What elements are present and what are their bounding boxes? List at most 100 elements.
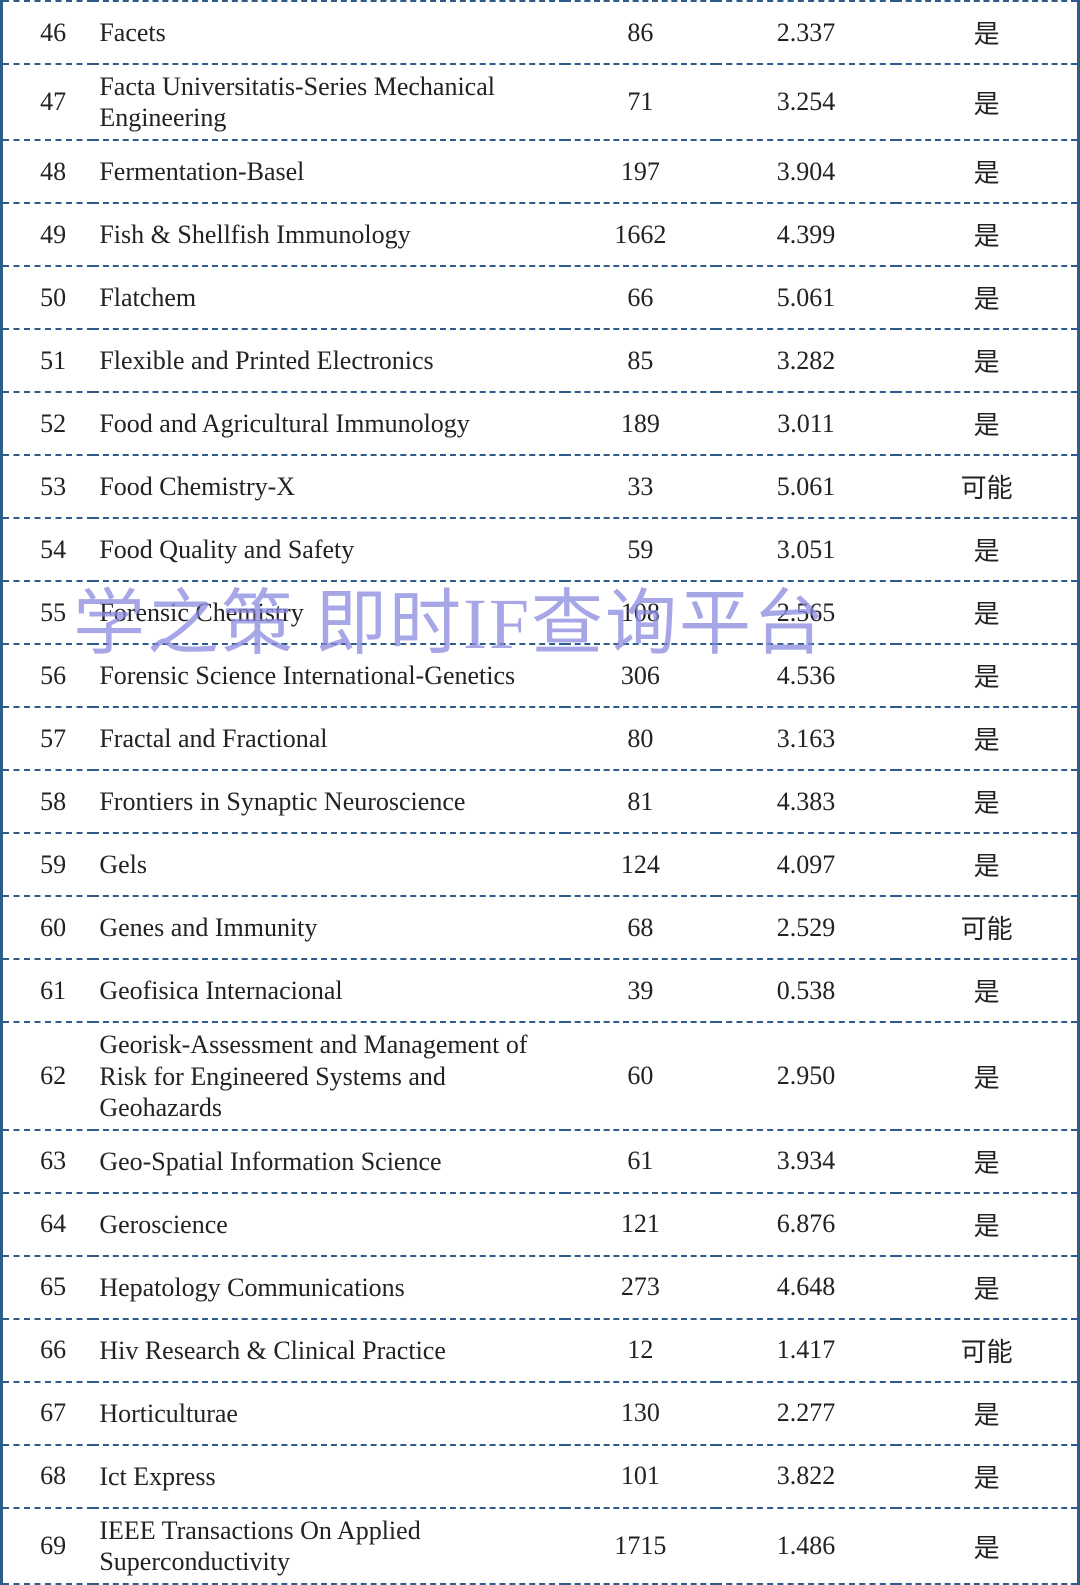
- row-flag: 是: [896, 1022, 1077, 1130]
- row-count: 12: [565, 1319, 716, 1382]
- journal-table-container: 学之策 即时IF查询平台 46Facets862.337是47Facta Uni…: [0, 0, 1080, 1585]
- row-index: 58: [3, 770, 93, 833]
- table-row: 52Food and Agricultural Immunology1893.0…: [3, 392, 1077, 455]
- row-score: 3.934: [716, 1130, 897, 1193]
- row-index: 51: [3, 329, 93, 392]
- row-flag: 是: [896, 64, 1077, 140]
- row-count: 101: [565, 1445, 716, 1508]
- table-row: 66Hiv Research & Clinical Practice121.41…: [3, 1319, 1077, 1382]
- row-journal-name: Ict Express: [93, 1445, 565, 1508]
- row-flag: 是: [896, 329, 1077, 392]
- table-row: 49Fish & Shellfish Immunology16624.399是: [3, 203, 1077, 266]
- row-count: 39: [565, 959, 716, 1022]
- row-journal-name: Food and Agricultural Immunology: [93, 392, 565, 455]
- row-count: 59: [565, 518, 716, 581]
- row-score: 6.876: [716, 1193, 897, 1256]
- journal-table: 46Facets862.337是47Facta Universitatis-Se…: [3, 0, 1077, 1585]
- row-index: 61: [3, 959, 93, 1022]
- row-count: 273: [565, 1256, 716, 1319]
- table-row: 68Ict Express1013.822是: [3, 1445, 1077, 1508]
- row-index: 53: [3, 455, 93, 518]
- row-index: 65: [3, 1256, 93, 1319]
- row-journal-name: Fermentation-Basel: [93, 140, 565, 203]
- table-row: 64Geroscience1216.876是: [3, 1193, 1077, 1256]
- row-count: 121: [565, 1193, 716, 1256]
- row-flag: 是: [896, 581, 1077, 644]
- row-index: 69: [3, 1508, 93, 1584]
- row-count: 85: [565, 329, 716, 392]
- table-row: 56Forensic Science International-Genetic…: [3, 644, 1077, 707]
- row-score: 1.417: [716, 1319, 897, 1382]
- row-count: 189: [565, 392, 716, 455]
- row-index: 63: [3, 1130, 93, 1193]
- row-score: 4.648: [716, 1256, 897, 1319]
- row-score: 5.061: [716, 455, 897, 518]
- row-score: 3.011: [716, 392, 897, 455]
- row-flag: 是: [896, 707, 1077, 770]
- row-count: 130: [565, 1382, 716, 1445]
- row-journal-name: Facets: [93, 1, 565, 64]
- row-count: 80: [565, 707, 716, 770]
- row-journal-name: Flexible and Printed Electronics: [93, 329, 565, 392]
- row-flag: 是: [896, 1508, 1077, 1584]
- row-flag: 是: [896, 266, 1077, 329]
- table-row: 55Forensic Chemistry1082.565是: [3, 581, 1077, 644]
- row-flag: 是: [896, 203, 1077, 266]
- row-score: 3.051: [716, 518, 897, 581]
- row-journal-name: Hepatology Communications: [93, 1256, 565, 1319]
- row-score: 3.822: [716, 1445, 897, 1508]
- row-flag: 是: [896, 644, 1077, 707]
- row-score: 2.277: [716, 1382, 897, 1445]
- row-journal-name: Fractal and Fractional: [93, 707, 565, 770]
- row-count: 124: [565, 833, 716, 896]
- row-flag: 可能: [896, 455, 1077, 518]
- row-count: 66: [565, 266, 716, 329]
- row-index: 62: [3, 1022, 93, 1130]
- row-score: 2.565: [716, 581, 897, 644]
- row-score: 4.399: [716, 203, 897, 266]
- row-journal-name: Geroscience: [93, 1193, 565, 1256]
- table-row: 48Fermentation-Basel1973.904是: [3, 140, 1077, 203]
- row-count: 306: [565, 644, 716, 707]
- row-flag: 是: [896, 518, 1077, 581]
- row-journal-name: Food Chemistry-X: [93, 455, 565, 518]
- row-index: 60: [3, 896, 93, 959]
- row-score: 3.254: [716, 64, 897, 140]
- row-journal-name: Geofisica Internacional: [93, 959, 565, 1022]
- table-row: 67Horticulturae1302.277是: [3, 1382, 1077, 1445]
- row-index: 68: [3, 1445, 93, 1508]
- row-journal-name: Forensic Chemistry: [93, 581, 565, 644]
- row-count: 1715: [565, 1508, 716, 1584]
- table-row: 60Genes and Immunity682.529可能: [3, 896, 1077, 959]
- row-flag: 是: [896, 770, 1077, 833]
- table-row: 47Facta Universitatis-Series Mechanical …: [3, 64, 1077, 140]
- row-index: 48: [3, 140, 93, 203]
- row-score: 4.536: [716, 644, 897, 707]
- row-journal-name: IEEE Transactions On Applied Superconduc…: [93, 1508, 565, 1584]
- row-score: 4.097: [716, 833, 897, 896]
- row-index: 64: [3, 1193, 93, 1256]
- row-count: 81: [565, 770, 716, 833]
- row-score: 5.061: [716, 266, 897, 329]
- table-row: 63Geo-Spatial Information Science613.934…: [3, 1130, 1077, 1193]
- table-row: 50Flatchem665.061是: [3, 266, 1077, 329]
- row-index: 52: [3, 392, 93, 455]
- row-count: 197: [565, 140, 716, 203]
- row-flag: 是: [896, 1382, 1077, 1445]
- row-index: 66: [3, 1319, 93, 1382]
- row-score: 2.950: [716, 1022, 897, 1130]
- row-journal-name: Facta Universitatis-Series Mechanical En…: [93, 64, 565, 140]
- row-index: 55: [3, 581, 93, 644]
- row-journal-name: Georisk-Assessment and Management of Ris…: [93, 1022, 565, 1130]
- row-count: 108: [565, 581, 716, 644]
- row-journal-name: Geo-Spatial Information Science: [93, 1130, 565, 1193]
- table-row: 69IEEE Transactions On Applied Supercond…: [3, 1508, 1077, 1584]
- row-flag: 可能: [896, 1319, 1077, 1382]
- row-flag: 是: [896, 1193, 1077, 1256]
- row-flag: 可能: [896, 896, 1077, 959]
- table-row: 57Fractal and Fractional803.163是: [3, 707, 1077, 770]
- row-journal-name: Food Quality and Safety: [93, 518, 565, 581]
- table-row: 51Flexible and Printed Electronics853.28…: [3, 329, 1077, 392]
- row-score: 0.538: [716, 959, 897, 1022]
- row-flag: 是: [896, 1, 1077, 64]
